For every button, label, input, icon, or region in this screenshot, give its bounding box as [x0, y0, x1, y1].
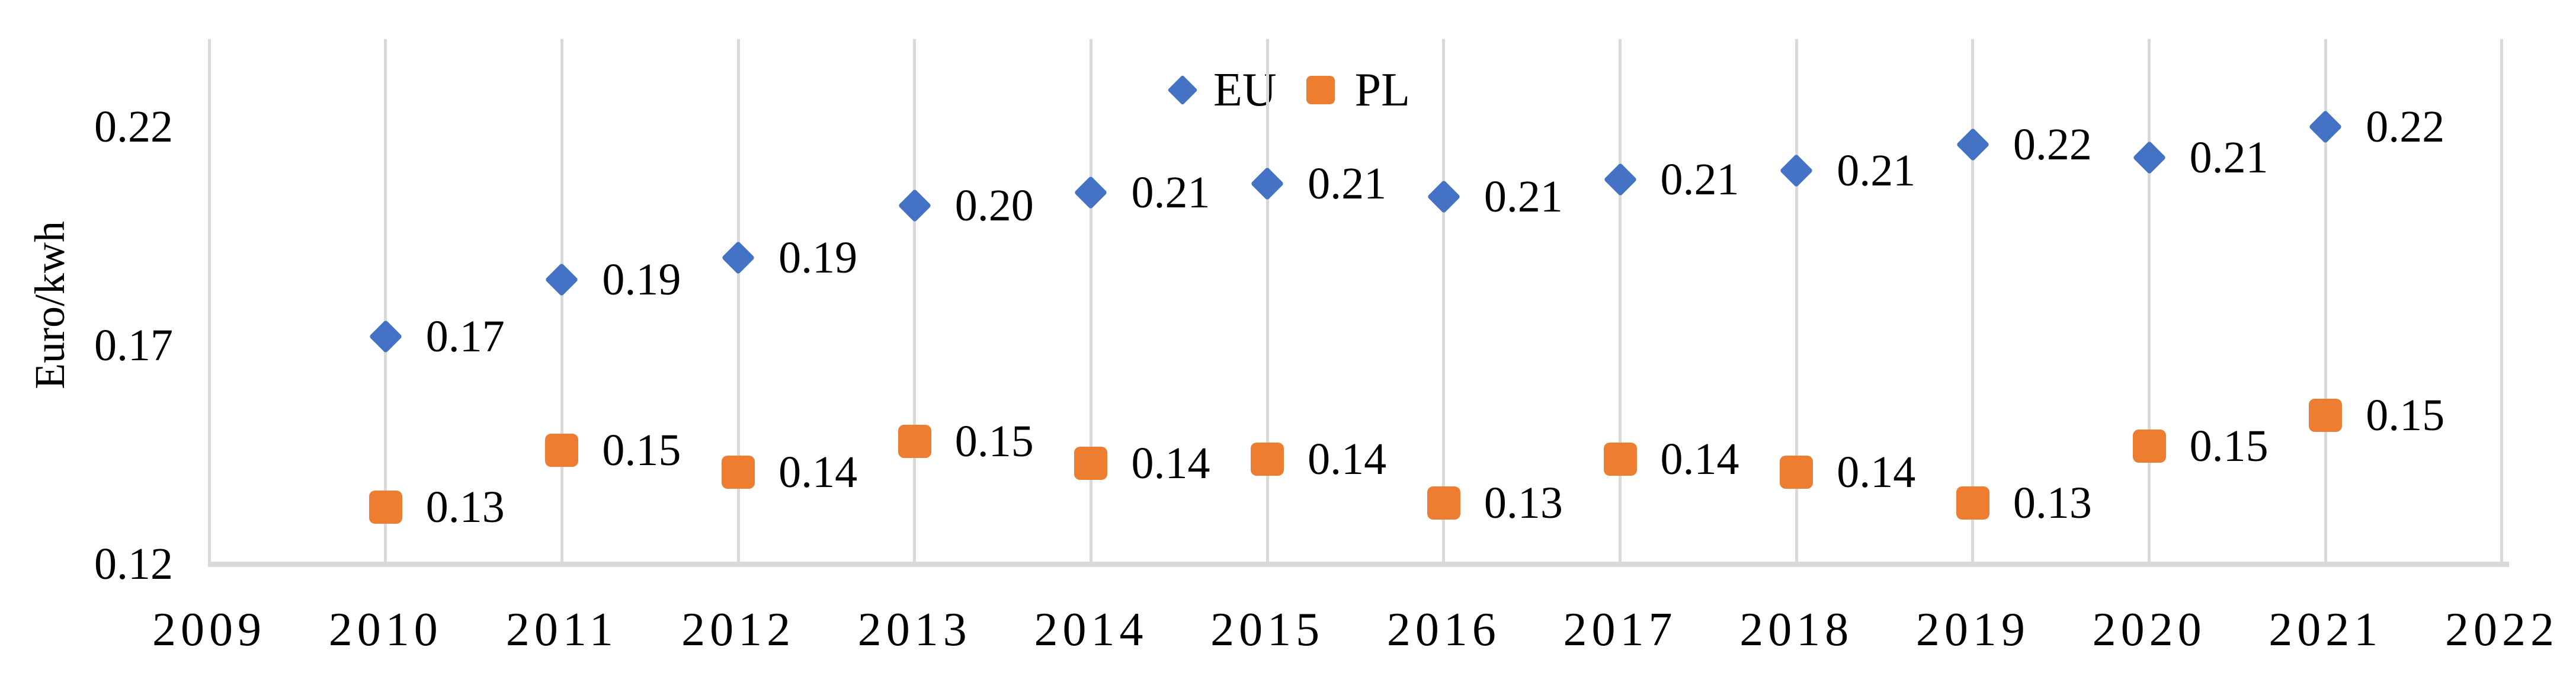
data-label: 0.19	[602, 255, 681, 305]
data-label: 0.14	[1837, 447, 1916, 498]
pl-marker	[2132, 429, 2166, 463]
y-axis-title: Euro/kwh	[26, 221, 73, 389]
eu-marker	[1250, 166, 1284, 201]
data-label: 0.15	[2189, 421, 2269, 471]
eu-marker	[1956, 127, 1990, 161]
data-label: 0.17	[425, 312, 505, 362]
data-label: 0.13	[1484, 478, 1563, 528]
eu-marker	[1427, 180, 1461, 214]
gridline	[207, 39, 211, 564]
eu-diamond-icon	[1167, 75, 1198, 105]
eu-marker	[2308, 110, 2343, 144]
data-label: 0.14	[1131, 438, 1210, 489]
gridline	[2148, 39, 2151, 564]
gridline	[1089, 39, 1092, 564]
x-tick-label: 2018	[1739, 604, 1854, 656]
gridline	[1971, 39, 1975, 564]
data-label: 0.15	[602, 425, 681, 476]
gridline	[736, 39, 740, 564]
x-tick-label: 2013	[857, 604, 972, 656]
gridline	[1265, 39, 1269, 564]
pl-marker	[369, 491, 402, 524]
x-tick-label: 2017	[1563, 604, 1677, 656]
gridline	[2500, 39, 2504, 564]
eu-marker	[721, 241, 755, 275]
pl-square-icon	[1306, 76, 1335, 104]
eu-marker	[898, 188, 932, 223]
x-tick-label: 2014	[1034, 604, 1148, 656]
gridline	[1619, 39, 1622, 564]
x-tick-label: 2012	[681, 604, 796, 656]
y-tick-label: 0.22	[94, 102, 173, 152]
data-label: 0.21	[1484, 172, 1563, 222]
data-label: 0.13	[2013, 478, 2092, 528]
pl-marker	[1251, 442, 1284, 476]
data-label: 0.15	[2366, 390, 2445, 441]
data-label: 0.21	[1837, 145, 1916, 196]
x-tick-label: 2015	[1210, 604, 1325, 656]
pl-marker	[1603, 442, 1637, 476]
data-label: 0.21	[1131, 167, 1210, 217]
y-tick-label: 0.17	[94, 321, 173, 370]
data-label: 0.22	[2366, 102, 2445, 152]
pl-marker	[898, 425, 931, 459]
data-label: 0.19	[778, 233, 858, 283]
pl-marker	[722, 456, 755, 489]
pl-marker	[545, 434, 579, 467]
x-tick-label: 2016	[1386, 604, 1501, 656]
legend-label-pl: PL	[1354, 64, 1410, 116]
data-label: 0.21	[1308, 158, 1387, 209]
eu-marker	[545, 263, 579, 297]
data-label: 0.15	[954, 417, 1034, 467]
data-label: 0.21	[2189, 132, 2269, 182]
gridline	[384, 39, 387, 564]
y-tick-label: 0.12	[94, 539, 173, 589]
eu-marker	[1779, 153, 1814, 188]
pl-marker	[1074, 447, 1108, 480]
data-label: 0.14	[1308, 434, 1387, 484]
x-axis-line	[208, 562, 2509, 567]
eu-marker	[1074, 175, 1108, 209]
data-label: 0.14	[778, 447, 858, 498]
data-label: 0.21	[1660, 154, 1739, 204]
eu-marker	[2132, 140, 2166, 174]
eu-marker	[369, 319, 402, 354]
gridline	[1795, 39, 1798, 564]
x-tick-label: 2020	[2092, 604, 2206, 656]
gridline	[2324, 39, 2327, 564]
gridline	[1442, 39, 1446, 564]
eu-marker	[1603, 162, 1637, 196]
pl-marker	[1956, 486, 1989, 520]
gridline	[913, 39, 917, 564]
data-label: 0.22	[2013, 119, 2092, 169]
gridline	[560, 39, 563, 564]
legend-item-eu: EU	[1167, 62, 1277, 118]
data-label: 0.14	[1660, 434, 1739, 484]
legend-item-pl: PL	[1306, 62, 1410, 118]
x-tick-label: 2011	[505, 604, 618, 656]
data-label: 0.13	[425, 482, 505, 533]
x-tick-label: 2019	[1915, 604, 2030, 656]
legend: EU PL	[1167, 62, 1410, 118]
x-tick-label: 2021	[2269, 604, 2383, 656]
x-tick-label: 2010	[328, 604, 443, 656]
x-tick-label: 2022	[2444, 604, 2559, 656]
x-tick-label: 2009	[152, 604, 266, 656]
pl-marker	[1780, 456, 1814, 489]
pl-marker	[1427, 486, 1460, 520]
pl-marker	[2309, 399, 2343, 432]
data-label: 0.20	[954, 180, 1034, 230]
